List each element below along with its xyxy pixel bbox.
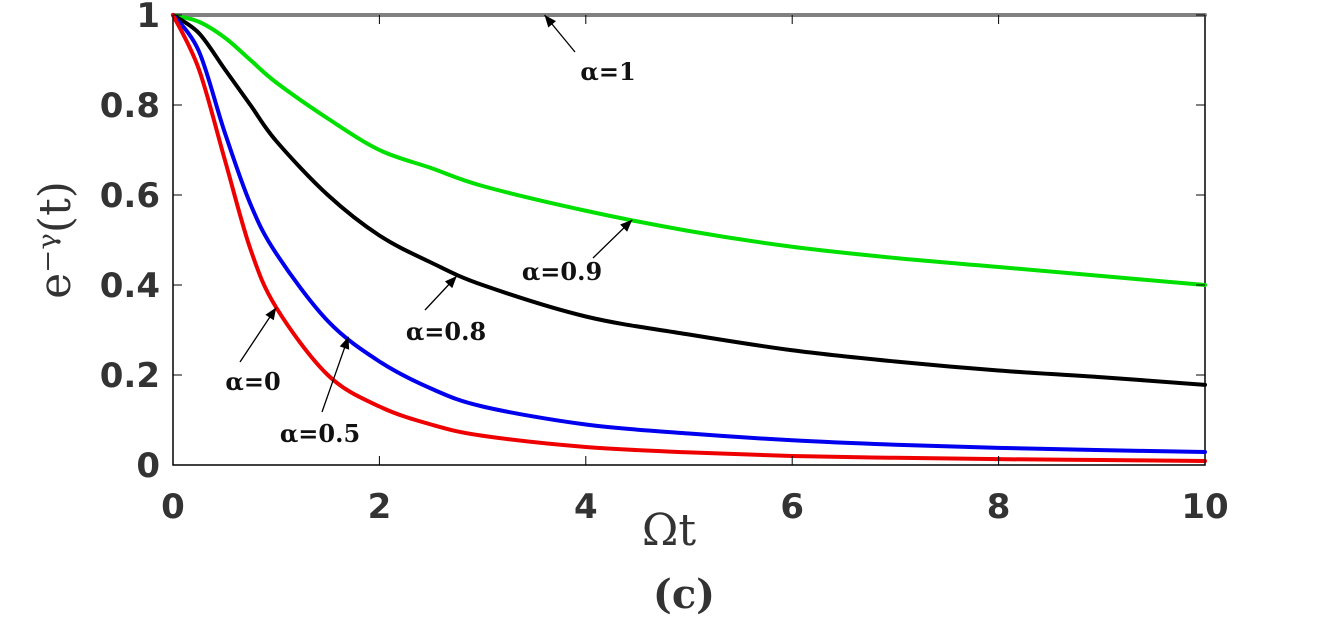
plot-area <box>172 14 1206 466</box>
annotation-arrow <box>239 307 277 363</box>
annotation-label: α=0.8 <box>406 317 486 346</box>
x-tick-label: 0 <box>161 487 185 527</box>
annotation-arrow <box>424 275 458 311</box>
series-line-alpha-05 <box>171 13 1207 454</box>
x-tick-label: 2 <box>368 487 392 527</box>
tick-layer: 0 2 4 6 8 10 0 0.2 0.4 0.6 0.8 1 <box>100 0 1229 527</box>
annotation-arrow <box>592 219 633 259</box>
panel-label: (c) <box>653 571 715 618</box>
y-tick-label: 1 <box>136 0 160 36</box>
y-tick-label: 0.4 <box>100 266 160 306</box>
y-tick-label: 0.2 <box>100 356 160 396</box>
x-tick-label: 4 <box>574 487 598 527</box>
y-tick-label: 0.8 <box>100 86 160 126</box>
annotation-label: α=0.9 <box>522 257 602 286</box>
series-line-alpha-0 <box>171 13 1207 463</box>
annotation-arrow <box>321 336 350 413</box>
y-tick-label: 0 <box>136 446 160 486</box>
annotation-label: α=1 <box>580 57 635 86</box>
y-tick-label: 0.6 <box>100 176 160 216</box>
x-axis-label: Ωt <box>642 505 696 556</box>
series-line-alpha-08 <box>171 13 1207 387</box>
annotation-layer: α=1 α=0.9 α=0.8 α=0α=0.5 <box>225 14 636 448</box>
curves-layer <box>171 12 1207 463</box>
annotation-arrow <box>544 14 576 53</box>
x-tick-label: 8 <box>987 487 1011 527</box>
series-line-alpha-09 <box>171 13 1207 287</box>
annotation-label: α=0.5 <box>280 419 360 448</box>
annotation-label: α=0 <box>225 367 280 396</box>
x-tick-label: 10 <box>1181 487 1228 527</box>
y-axis-label: e⁻ᵞ(t) <box>30 181 81 299</box>
x-tick-label: 6 <box>780 487 804 527</box>
